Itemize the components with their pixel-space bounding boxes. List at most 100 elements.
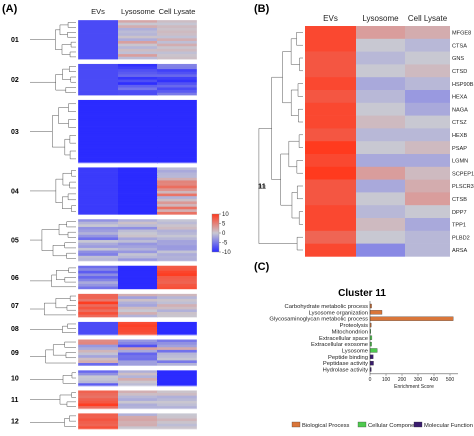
cluster-dendrogram <box>30 295 76 316</box>
heatmap-b-cell <box>305 141 356 155</box>
x-tick-label: 0 <box>369 377 372 383</box>
heatmap-a-cell <box>78 378 118 381</box>
heatmap-b-cell <box>405 77 450 91</box>
cluster-label: 09 <box>11 350 19 357</box>
heatmap-a-cell <box>118 167 158 171</box>
heatmap-a-cell <box>118 224 158 228</box>
heatmap-a-cell <box>78 372 118 376</box>
heatmap-a-cell <box>78 102 118 106</box>
heatmap-a-cell <box>78 185 118 189</box>
heatmap-a-cell <box>157 169 197 173</box>
cluster-frame <box>77 293 198 318</box>
heatmap-a-cell <box>78 76 118 80</box>
heatmap-a-cell <box>78 190 118 194</box>
chart-title: Cluster 11 <box>338 288 386 299</box>
heatmap-a-cell <box>78 232 118 236</box>
heatmap-a-cell <box>78 304 118 308</box>
heatmap-a-cell <box>118 383 158 387</box>
heatmap-a-cell <box>78 51 118 55</box>
heatmap-a-cell <box>78 363 118 366</box>
heatmap-a-cell <box>157 136 197 140</box>
heatmap-a-cell <box>78 390 118 394</box>
bar-category-label: Lysosome organization <box>309 310 368 316</box>
bar <box>369 316 454 321</box>
heatmap-a-cell <box>157 355 197 359</box>
heatmap-a-cell <box>78 154 118 158</box>
heatmap-a-cell <box>118 426 158 430</box>
heatmap-b-cell <box>305 205 356 219</box>
heatmap-a-cell <box>157 152 197 156</box>
heatmap-a-cell <box>157 375 197 379</box>
heatmap-a-cell <box>78 144 118 148</box>
heatmap-a-cell <box>78 128 118 132</box>
heatmap-a-cell <box>157 270 197 274</box>
heatmap-a-cell <box>118 201 158 205</box>
heatmap-b-cell <box>405 154 450 168</box>
heatmap-a-cell <box>157 102 197 106</box>
heatmap-a-cell <box>118 27 158 31</box>
cluster-label: 07 <box>11 303 19 310</box>
heatmap-b-cell <box>405 166 450 180</box>
heatmap-a-cell <box>118 147 158 151</box>
heatmap-a-cell <box>157 229 197 233</box>
heatmap-b-cell <box>305 64 356 78</box>
heatmap-a-cell <box>157 296 197 300</box>
heatmap-b-cell <box>305 90 356 104</box>
heatmap-a-cell <box>157 69 197 73</box>
heatmap-a-cell <box>157 112 197 116</box>
gene-label: MFGE8 <box>452 31 471 37</box>
heatmap-a-cell <box>78 309 118 313</box>
bar <box>369 310 383 315</box>
heatmap-a-cell <box>78 112 118 116</box>
bar-category-label: Carbohydrate metabolic process <box>285 304 369 310</box>
heatmap-a-cell <box>78 147 118 151</box>
heatmap-a-cell <box>78 273 118 277</box>
heatmap-a-cell <box>78 258 118 262</box>
bar-category-label: Hydrolase activity <box>323 368 369 374</box>
heatmap-a-cell <box>78 406 118 410</box>
heatmap-a-cell <box>118 400 158 404</box>
heatmap-a-cell <box>78 169 118 173</box>
heatmap-a-cell <box>157 283 197 287</box>
heatmap-a-cell <box>78 105 118 109</box>
heatmap-a-cell <box>118 33 158 37</box>
heatmap-a-cell <box>157 329 197 333</box>
heatmap-a-cell <box>118 314 158 318</box>
heatmap-a-cell <box>78 84 118 88</box>
heatmap-a-cell <box>78 209 118 213</box>
cluster-frame <box>77 167 198 215</box>
heatmap-a-cell <box>118 344 158 348</box>
heatmap-a-cell <box>118 172 158 176</box>
heatmap-a-cell <box>78 56 118 60</box>
bar-category-label: Extracellular exosome <box>311 342 368 348</box>
heatmap-a-cell <box>157 332 197 336</box>
heatmap-a-cell <box>78 152 118 156</box>
heatmap-a-cell <box>78 270 118 274</box>
heatmap-a-cell <box>78 27 118 31</box>
heatmap-a-cell <box>78 126 118 130</box>
heatmap-a-cell <box>157 66 197 70</box>
heatmap-a-cluster-04: 04 <box>11 167 198 215</box>
legend-tick-label: 10 <box>222 212 229 218</box>
cluster-dendrogram <box>30 221 76 259</box>
heatmap-b-cell <box>305 77 356 91</box>
heatmap-a-cell <box>157 211 197 215</box>
heatmap-a-cell <box>118 209 158 213</box>
heatmap-a-cell <box>157 133 197 137</box>
bar <box>369 335 373 340</box>
heatmap-a-cell <box>78 69 118 73</box>
heatmap-a-cell <box>157 268 197 272</box>
heatmap-b-cell <box>405 26 450 40</box>
heatmap-a-cell <box>78 234 118 238</box>
heatmap-a-cell <box>157 38 197 42</box>
heatmap-a-cell <box>78 240 118 244</box>
cluster-dendrogram <box>30 372 76 384</box>
heatmap-a-cell <box>78 48 118 52</box>
heatmap-a-cell <box>78 276 118 280</box>
heatmap-a-cell <box>78 413 118 417</box>
heatmap-a-cell <box>157 426 197 430</box>
heatmap-b-cell <box>405 230 450 244</box>
heatmap-a-cell <box>118 188 158 192</box>
heatmap-a-cell <box>118 149 158 153</box>
heatmap-a-cell <box>78 415 118 419</box>
